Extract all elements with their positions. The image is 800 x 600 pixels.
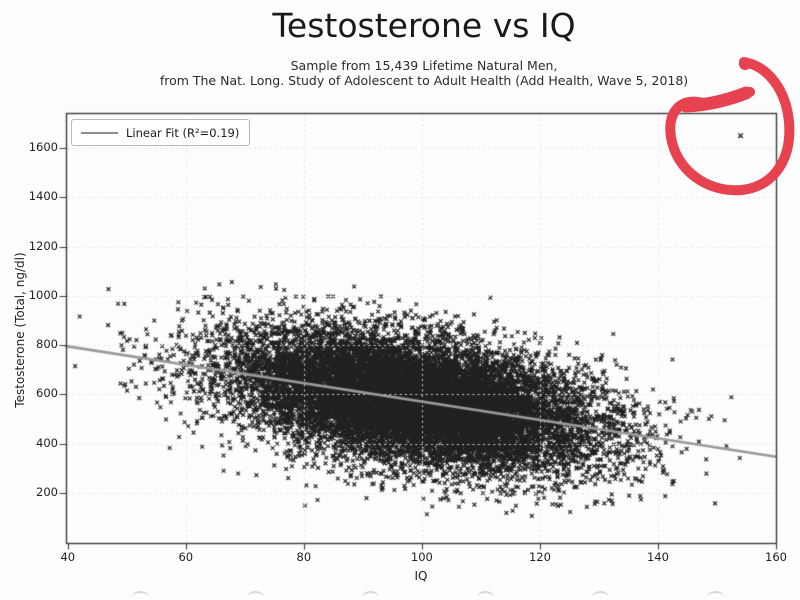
chart-title: Testosterone vs IQ	[272, 6, 576, 45]
x-tick-label: 160	[765, 550, 787, 564]
bottom-crop-mark	[362, 591, 379, 600]
y-axis-label: Testosterone (Total, ng/dl)	[13, 252, 27, 408]
bottom-crop-mark	[477, 591, 494, 600]
bottom-crop-mark	[247, 591, 264, 600]
legend-label: Linear Fit (R²=0.19)	[126, 125, 240, 140]
y-tick-label: 1200	[28, 238, 58, 253]
legend-box: Linear Fit (R²=0.19)	[71, 119, 251, 146]
chart-subtitle-line2: from The Nat. Long. Study of Adolescent …	[159, 73, 689, 88]
x-tick-label: 100	[410, 550, 433, 564]
bottom-crop-mark	[592, 591, 609, 600]
legend-line-sample	[81, 131, 118, 134]
y-tick-label: 1400	[28, 189, 58, 204]
chart-subtitle-line1: Sample from 15,439 Lifetime Natural Men,	[290, 58, 558, 73]
y-tick-label: 200	[36, 484, 58, 499]
chart-subtitle: Sample from 15,439 Lifetime Natural Men,…	[160, 58, 688, 88]
x-tick-label: 120	[528, 550, 551, 564]
y-tick-label: 800	[36, 337, 58, 352]
bottom-crop-mark	[132, 591, 149, 600]
y-tick-label: 600	[36, 386, 58, 401]
x-tick-label: 80	[296, 550, 312, 564]
y-tick-label: 400	[36, 435, 58, 450]
y-tick-label: 1000	[28, 287, 58, 302]
y-tick-label: 1600	[28, 139, 58, 154]
x-tick-label: 140	[646, 550, 669, 564]
bottom-crop-mark	[707, 591, 724, 600]
x-axis-label: IQ	[414, 569, 428, 583]
x-tick-label: 40	[60, 550, 76, 564]
x-tick-label: 60	[178, 550, 194, 564]
